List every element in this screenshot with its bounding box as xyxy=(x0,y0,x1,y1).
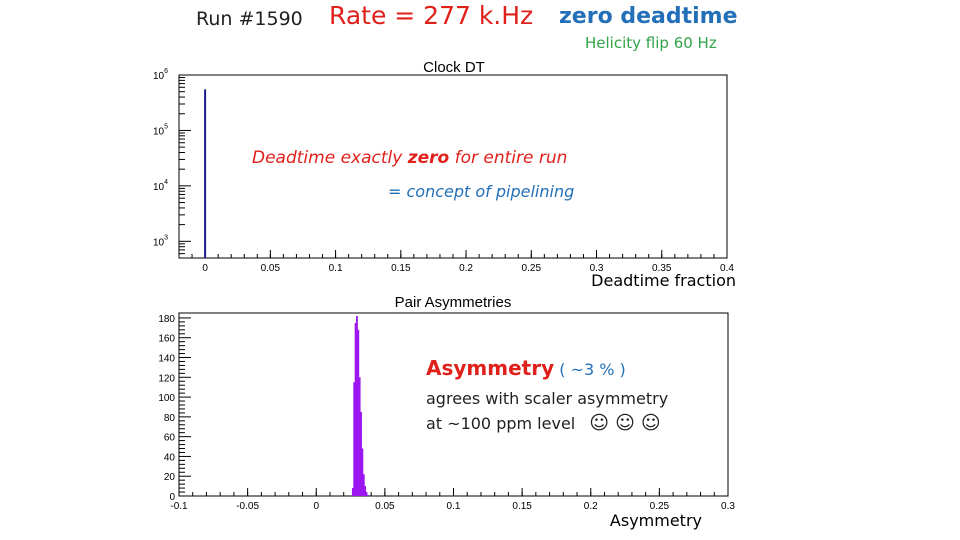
deadtime-zero: zero xyxy=(407,148,450,168)
pair-asymmetries-chart: Pair Asymmetries 0 20 40 60 80 100 120 140 160 18… xyxy=(158,294,735,530)
chart1-title: Clock DT xyxy=(423,59,485,76)
asymmetry-percent: ( ~3 % ) xyxy=(554,360,626,379)
deadtime-post: for entire run xyxy=(449,148,567,168)
chart2-y-tick-label: 100 xyxy=(158,393,175,404)
chart1-y-axis: 103 104 105 106 xyxy=(153,68,191,259)
pipelining-annotation: = concept of pipelining xyxy=(388,182,574,201)
chart2-bar xyxy=(367,495,369,496)
deadtime-pre: Deadtime exactly xyxy=(252,148,408,168)
chart2-bar xyxy=(351,488,354,496)
chart2-bar xyxy=(356,315,358,496)
chart2-x-tick-label: 0.2 xyxy=(584,501,598,512)
chart2-x-tick-label: 0 xyxy=(313,501,319,512)
rate-label: Rate = 277 k.Hz xyxy=(329,1,534,30)
smiley-icons: ☺ ☺ ☺ xyxy=(589,412,661,434)
chart2-x-tick-label: 0.1 xyxy=(447,501,461,512)
chart1-y-tick-label: 106 xyxy=(153,68,168,82)
chart2-bar xyxy=(361,448,364,496)
chart2-y-tick-label: 40 xyxy=(164,452,176,463)
chart2-y-tick-label: 160 xyxy=(158,334,175,345)
zero-deadtime-label: zero deadtime xyxy=(559,4,738,29)
chart2-bar xyxy=(358,377,361,496)
chart1-x-tick-label: 0.3 xyxy=(590,263,604,274)
chart2-x-tick-label: 0.15 xyxy=(512,501,532,512)
clock-dt-chart: Clock DT 103 104 105 106 0 0.05 0.1 0.15 0.2 0.2… xyxy=(153,59,736,290)
chart2-x-tick-label: 0.05 xyxy=(375,501,395,512)
chart2-y-tick-label: 60 xyxy=(164,433,176,444)
chart2-bar xyxy=(365,492,368,496)
asymmetry-word: Asymmetry xyxy=(426,356,554,380)
chart2-bar xyxy=(357,329,360,496)
chart1-y-tick-label: 104 xyxy=(153,179,168,193)
chart1-x-label: Deadtime fraction xyxy=(591,271,736,290)
chart1-bars xyxy=(204,89,207,258)
chart2-y-axis: 0 20 40 60 80 100 120 140 160 180 xyxy=(158,314,191,503)
run-number: Run #1590 xyxy=(196,8,303,30)
chart1-bar xyxy=(204,89,207,258)
chart1-x-tick-label: 0.25 xyxy=(522,263,542,274)
chart2-bar xyxy=(360,411,362,496)
chart2-x-tick-label: 0.3 xyxy=(721,501,735,512)
chart1-x-tick-label: 0.35 xyxy=(652,263,672,274)
chart1-x-tick-label: 0.1 xyxy=(329,263,343,274)
chart2-bar xyxy=(353,382,356,496)
chart2-y-tick-label: 180 xyxy=(158,314,175,325)
chart2-y-tick-label: 120 xyxy=(158,373,175,384)
deadtime-annotation: Deadtime exactly zero for entire run xyxy=(252,148,567,168)
ppm-annotation: at ~100 ppm level ☺ ☺ ☺ xyxy=(426,412,661,434)
chart2-x-label: Asymmetry xyxy=(610,511,702,530)
asymmetry-annotation: Asymmetry ( ~3 % ) xyxy=(426,356,626,380)
chart2-x-axis: -0.1 -0.05 0 0.05 0.1 0.15 0.2 0.25 0.3 xyxy=(170,488,735,512)
chart2-y-tick-label: 20 xyxy=(164,472,176,483)
helicity-flip-label: Helicity flip 60 Hz xyxy=(585,34,717,52)
chart2-x-tick-label: 0.25 xyxy=(650,501,670,512)
chart2-bar xyxy=(364,486,367,496)
chart2-y-tick-label: 140 xyxy=(158,354,175,365)
chart2-y-tick-label: 0 xyxy=(169,492,175,503)
chart1-x-tick-label: 0 xyxy=(202,263,208,274)
chart1-x-tick-label: 0.05 xyxy=(261,263,281,274)
chart1-x-tick-label: 0.4 xyxy=(720,263,734,274)
chart1-x-tick-label: 0.2 xyxy=(459,263,473,274)
ppm-text: at ~100 ppm level xyxy=(426,414,575,433)
chart2-x-tick-label: -0.05 xyxy=(236,501,259,512)
chart2-x-tick-label: -0.1 xyxy=(170,501,188,512)
chart2-bar xyxy=(362,474,365,496)
agrees-annotation: agrees with scaler asymmetry xyxy=(426,389,668,408)
chart2-title: Pair Asymmetries xyxy=(395,294,512,311)
chart1-x-axis: 0 0.05 0.1 0.15 0.2 0.25 0.3 0.35 0.4 xyxy=(191,250,734,274)
chart2-bar xyxy=(354,322,357,496)
chart1-y-tick-label: 103 xyxy=(153,234,168,248)
chart1-y-tick-label: 105 xyxy=(153,123,168,137)
chart2-bars xyxy=(351,315,369,496)
chart1-x-tick-label: 0.15 xyxy=(391,263,411,274)
chart2-y-tick-label: 80 xyxy=(164,413,176,424)
